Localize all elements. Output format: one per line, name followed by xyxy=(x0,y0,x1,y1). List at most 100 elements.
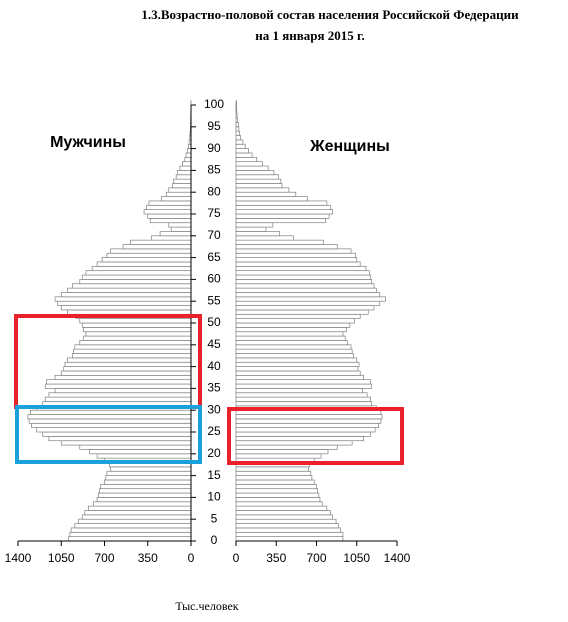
bar xyxy=(235,466,309,472)
bar xyxy=(235,274,371,280)
bar xyxy=(177,170,192,176)
bar xyxy=(235,449,329,455)
bar xyxy=(235,109,238,115)
bar xyxy=(97,492,192,498)
bar xyxy=(235,213,330,219)
bar xyxy=(235,143,246,149)
bar xyxy=(235,283,375,289)
bar xyxy=(70,527,192,533)
bar xyxy=(179,165,192,171)
bar xyxy=(186,148,192,154)
bar xyxy=(235,165,269,171)
bar xyxy=(36,427,192,433)
bar xyxy=(184,156,192,163)
bar xyxy=(235,523,339,529)
bar xyxy=(74,344,192,350)
bar xyxy=(235,257,358,263)
bar xyxy=(235,117,239,123)
legend-label: Женщины xyxy=(309,138,390,155)
y-tick-label: 50 xyxy=(207,315,221,329)
x-tick-label: 350 xyxy=(138,551,158,565)
bar xyxy=(110,466,192,472)
bar xyxy=(235,209,333,215)
bar xyxy=(235,183,283,189)
bar xyxy=(235,357,358,363)
bar xyxy=(74,523,192,529)
y-tick-label: 95 xyxy=(207,119,221,133)
bar xyxy=(235,196,308,202)
bar xyxy=(235,261,361,267)
bar xyxy=(151,235,192,241)
bar xyxy=(172,183,192,189)
chart-subtitle: на 1 января 2015 г. xyxy=(255,28,364,43)
bar xyxy=(64,361,192,367)
bar xyxy=(235,501,323,507)
bar xyxy=(81,322,192,328)
bar xyxy=(168,187,192,193)
bar xyxy=(235,156,258,163)
bar xyxy=(54,296,192,302)
y-tick-label: 85 xyxy=(207,163,221,177)
bar xyxy=(44,396,192,402)
bar xyxy=(160,196,192,202)
bar xyxy=(146,204,192,210)
bar xyxy=(235,497,321,503)
bar xyxy=(235,340,348,346)
bar xyxy=(235,126,240,132)
bar xyxy=(235,327,347,333)
bar xyxy=(93,501,192,507)
bar xyxy=(78,518,192,524)
bar xyxy=(235,292,381,298)
bar xyxy=(235,148,249,154)
bar xyxy=(96,497,192,503)
legend-label: Мужчины xyxy=(50,134,126,151)
bar xyxy=(83,335,192,341)
bar xyxy=(31,422,192,428)
bar xyxy=(30,409,192,415)
bar xyxy=(235,436,365,442)
bar xyxy=(235,374,365,381)
x-tick-label: 0 xyxy=(233,551,240,565)
bar xyxy=(84,510,192,516)
bar xyxy=(235,178,282,184)
bar xyxy=(159,231,192,237)
bar xyxy=(235,174,279,180)
bar xyxy=(235,130,240,136)
bar xyxy=(85,270,192,276)
bar xyxy=(235,518,337,524)
y-tick-label: 75 xyxy=(207,206,221,220)
bar xyxy=(235,305,375,311)
y-tick-label: 80 xyxy=(207,184,221,198)
bar xyxy=(147,213,192,219)
bar xyxy=(182,161,192,167)
bar xyxy=(28,418,192,424)
bar xyxy=(235,488,319,494)
bar xyxy=(42,431,192,437)
bar xyxy=(60,305,192,311)
bar xyxy=(235,265,367,272)
y-tick-label: 25 xyxy=(207,424,221,438)
bar xyxy=(235,366,359,372)
bar xyxy=(99,488,192,494)
bar xyxy=(165,191,192,197)
bar xyxy=(235,401,373,407)
bar xyxy=(235,514,333,520)
x-tick-label: 700 xyxy=(94,551,114,565)
bar xyxy=(235,252,356,258)
bar xyxy=(110,248,192,254)
bar xyxy=(67,287,192,293)
bar xyxy=(235,122,239,128)
bar xyxy=(175,174,192,180)
bar xyxy=(235,414,383,420)
bar xyxy=(235,244,338,250)
y-tick-label: 35 xyxy=(207,381,221,395)
bar xyxy=(235,187,290,193)
y-tick-label: 20 xyxy=(207,446,221,460)
bar xyxy=(83,327,192,333)
bar xyxy=(48,392,192,398)
bar xyxy=(173,178,192,184)
bar xyxy=(60,292,192,298)
bar xyxy=(235,152,253,158)
y-tick-label: 60 xyxy=(207,272,221,286)
